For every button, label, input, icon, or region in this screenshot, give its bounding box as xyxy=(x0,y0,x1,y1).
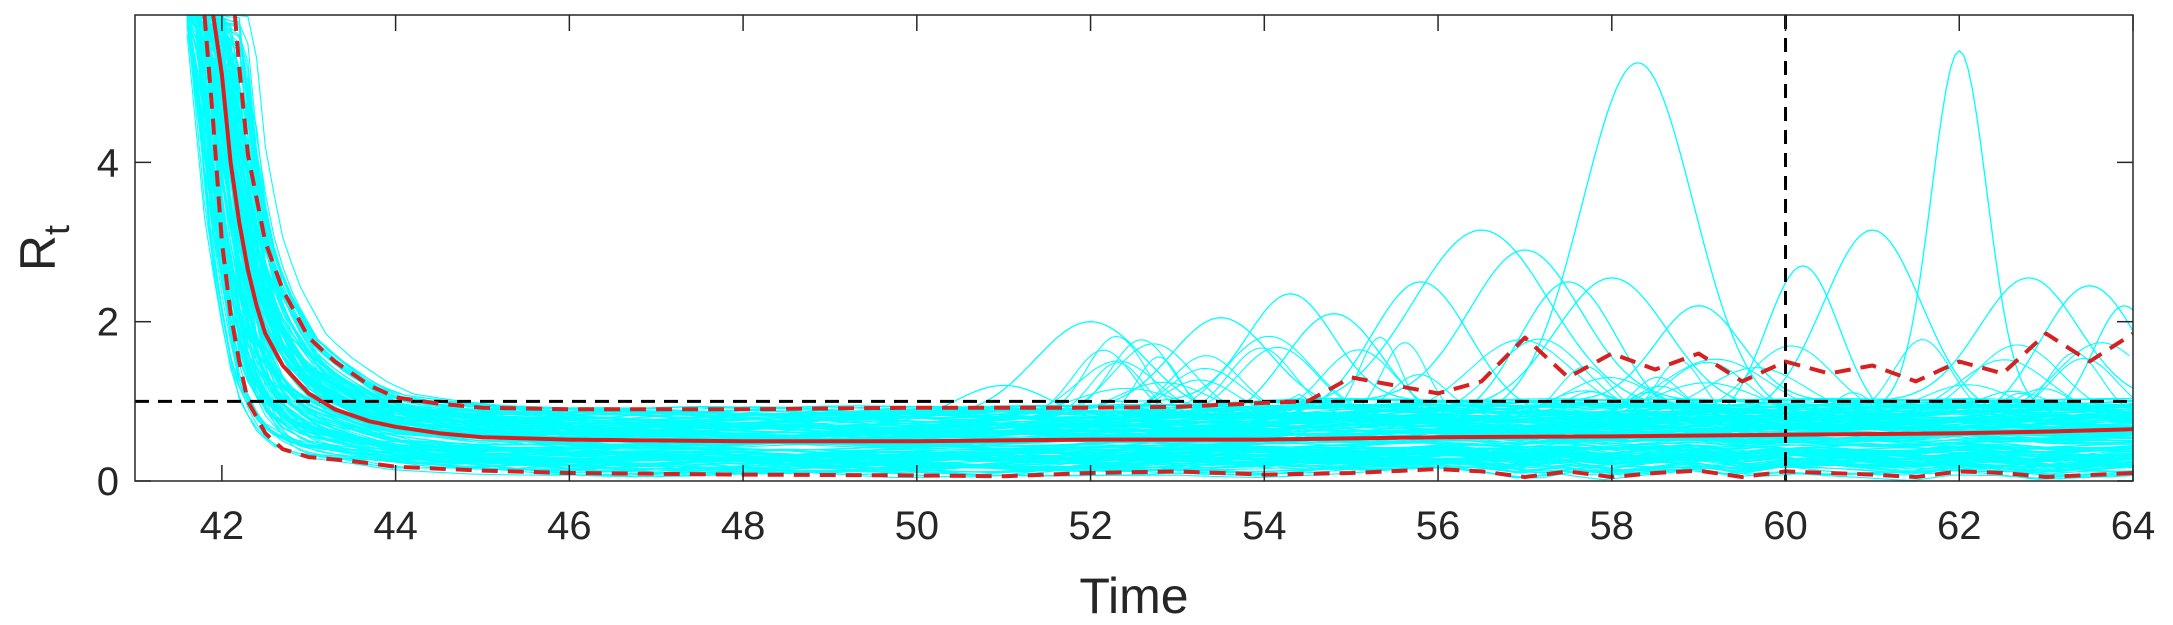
sample-trajectory xyxy=(204,15,2133,466)
sample-trajectory xyxy=(187,15,2133,477)
x-tick-label: 48 xyxy=(721,504,766,548)
sample-trajectory xyxy=(196,15,2133,436)
reference-lines xyxy=(135,15,2133,481)
sample-trajectory xyxy=(1307,336,1451,418)
y-axis-label-subscript: t xyxy=(36,225,77,235)
sample-peak-trajectory xyxy=(1516,305,1882,402)
sample-trajectory xyxy=(209,15,2133,422)
sample-trajectory xyxy=(186,25,2133,450)
median-line xyxy=(211,15,2133,444)
sample-peak-trajectory xyxy=(1377,277,1847,410)
sample-trajectory xyxy=(941,387,1311,418)
y-axis-label-main: R xyxy=(10,235,66,271)
sample-trajectory xyxy=(1082,356,1235,418)
y-tick-label: 2 xyxy=(97,301,119,345)
sample-trajectory xyxy=(196,15,2133,457)
x-tick-label: 46 xyxy=(547,504,592,548)
sample-trajectory xyxy=(1581,367,1929,418)
sample-trajectory xyxy=(1880,390,2133,418)
sample-trajectory xyxy=(1528,358,1903,418)
x-tick-label: 52 xyxy=(1068,504,1113,548)
plot-frame xyxy=(134,14,2134,482)
sample-trajectory xyxy=(1787,392,1919,418)
axis-ticks: 42 44 46 48 50 52 54 56 58 60 62 64 0 2 4 xyxy=(97,15,2156,548)
sample-trajectory xyxy=(1031,339,1249,418)
sample-trajectory xyxy=(1821,339,2022,418)
sample-trajectory xyxy=(1863,344,2133,418)
sample-trajectory xyxy=(996,349,1210,418)
sample-trajectory xyxy=(1012,343,1295,418)
x-tick-label: 44 xyxy=(373,504,418,548)
sample-trajectory xyxy=(187,15,2133,464)
sample-peak-trajectory xyxy=(1107,293,1473,402)
sample-trajectory xyxy=(195,15,2133,481)
sample-trajectory xyxy=(1966,357,2133,418)
x-axis-label: Time xyxy=(1079,568,1188,624)
y-tick-label: 4 xyxy=(97,141,119,185)
sample-peak-trajectory xyxy=(1290,249,1760,402)
sample-peak-trajectory xyxy=(795,384,1213,426)
x-tick-label: 54 xyxy=(1242,504,1287,548)
sample-peak-trajectory xyxy=(1359,281,1777,426)
axis-labels: Time Rt xyxy=(10,225,1189,624)
x-tick-label: 62 xyxy=(1937,504,1982,548)
x-tick-label: 56 xyxy=(1416,504,1461,548)
sample-peak-trajectory xyxy=(1841,49,2077,410)
sample-trajectory xyxy=(1807,384,2125,418)
sample-trajectory xyxy=(1138,346,1417,418)
sample-peak-trajectory xyxy=(1125,313,1543,426)
sample-trajectory xyxy=(1325,342,1482,418)
y-tick-label: 0 xyxy=(97,460,119,504)
sample-trajectory xyxy=(187,17,2133,459)
sample-trajectory xyxy=(1455,377,1760,418)
sample-trajectory xyxy=(187,15,2133,434)
sample-trajectory xyxy=(1002,381,1324,418)
sample-peak-trajectory xyxy=(1646,265,1960,426)
sample-trajectory xyxy=(1942,388,2130,418)
summary-series xyxy=(202,15,2133,479)
sample-peak-trajectory xyxy=(1403,62,1873,418)
sample-trajectory xyxy=(1981,352,2130,418)
y-axis-label: Rt xyxy=(10,225,77,271)
sample-trajectory xyxy=(1378,338,1700,418)
sample-trajectory xyxy=(1072,379,1325,418)
sample-trajectory xyxy=(216,15,2133,414)
sample-trajectory xyxy=(1318,374,1519,418)
x-tick-label: 60 xyxy=(1763,504,1808,548)
sample-trajectory xyxy=(1012,335,1217,418)
sample-trajectory xyxy=(1228,349,1489,418)
x-tick-label: 64 xyxy=(2111,504,2156,548)
x-tick-label: 42 xyxy=(200,504,245,548)
sample-peak-trajectory xyxy=(1194,229,1769,410)
lower-interval-line xyxy=(202,15,2133,479)
x-tick-label: 58 xyxy=(1590,504,1635,548)
sample-trajectory xyxy=(186,17,2133,443)
upper-interval-line xyxy=(232,15,2133,412)
sample-trajectory xyxy=(1567,391,1728,418)
sample-trajectory xyxy=(1525,382,1887,418)
sample-trajectory xyxy=(204,15,2133,472)
sample-trajectory xyxy=(1113,335,1423,418)
sample-trajectory xyxy=(1564,361,1847,418)
x-tick-label: 50 xyxy=(895,504,940,548)
